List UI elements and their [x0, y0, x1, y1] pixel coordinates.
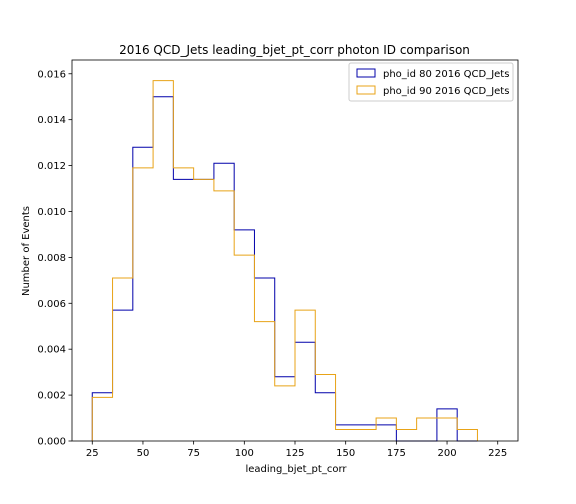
- x-tick-label: 100: [235, 448, 254, 459]
- y-tick-label: 0.006: [37, 299, 66, 310]
- histogram-bin-1-5: [194, 179, 214, 441]
- chart-title: 2016 QCD_Jets leading_bjet_pt_corr photo…: [119, 43, 470, 57]
- x-tick-label: 75: [187, 448, 200, 459]
- series-line-1: [91, 80, 478, 441]
- x-tick-label: 200: [437, 448, 456, 459]
- histogram-bin-1-7: [234, 255, 254, 441]
- histogram-bin-1-11: [315, 374, 335, 441]
- y-tick-label: 0.004: [37, 345, 66, 356]
- histogram-bin-1-12: [336, 430, 356, 441]
- histogram-bin-1-8: [254, 322, 274, 441]
- legend-label-pho-id-80: pho_id 80 2016 QCD_Jets: [383, 69, 509, 80]
- histogram-bin-1-9: [275, 386, 295, 441]
- legend: pho_id 80 2016 QCD_Jets pho_id 90 2016 Q…: [348, 62, 514, 102]
- histogram-bin-1-0: [92, 397, 112, 441]
- histogram-bin-1-17: [437, 418, 457, 441]
- x-tick-label: 150: [336, 448, 355, 459]
- legend-label-pho-id-90: pho_id 90 2016 QCD_Jets: [383, 86, 509, 97]
- plot-area: [71, 59, 519, 442]
- histogram-bin-1-1: [113, 278, 133, 441]
- histogram-bin-1-18: [457, 430, 477, 441]
- legend-swatch-pho-id-90: [356, 85, 376, 95]
- y-axis: 0.000 0.002 0.004 0.006 0.008 0.010 0.012 0.014…: [37, 69, 72, 448]
- histogram-bin-1-15: [396, 430, 416, 441]
- histogram-bin-1-6: [214, 191, 234, 441]
- y-axis-label: Number of Events: [21, 206, 32, 296]
- histogram-bin-1-14: [376, 418, 396, 441]
- x-tick-label: 25: [86, 448, 99, 459]
- x-tick-label: 50: [137, 448, 150, 459]
- histogram-bin-1-16: [417, 418, 437, 441]
- y-tick-label: 0.014: [37, 115, 66, 126]
- y-tick-label: 0.012: [37, 161, 66, 172]
- y-tick-label: 0.000: [37, 437, 66, 448]
- histogram-bin-1-3: [153, 81, 173, 441]
- legend-swatch-pho-id-80: [356, 68, 376, 78]
- y-tick-label: 0.016: [37, 69, 66, 80]
- x-tick-label: 225: [488, 448, 507, 459]
- legend-frame: [348, 62, 514, 102]
- x-axis-label: leading_bjet_pt_corr: [245, 464, 347, 475]
- histogram-bin-1-13: [356, 430, 376, 441]
- y-tick-label: 0.008: [37, 253, 66, 264]
- histogram-bin-1-10: [295, 310, 315, 441]
- x-tick-label: 125: [285, 448, 304, 459]
- x-tick-label: 175: [387, 448, 406, 459]
- histogram-bin-1-2: [133, 168, 153, 441]
- histogram-bin-1-4: [173, 168, 193, 441]
- y-tick-label: 0.002: [37, 391, 66, 402]
- x-axis: 25 50 75 100 125 150 175 200 225: [86, 441, 507, 459]
- y-tick-label: 0.010: [37, 207, 66, 218]
- series-1: [91, 80, 478, 441]
